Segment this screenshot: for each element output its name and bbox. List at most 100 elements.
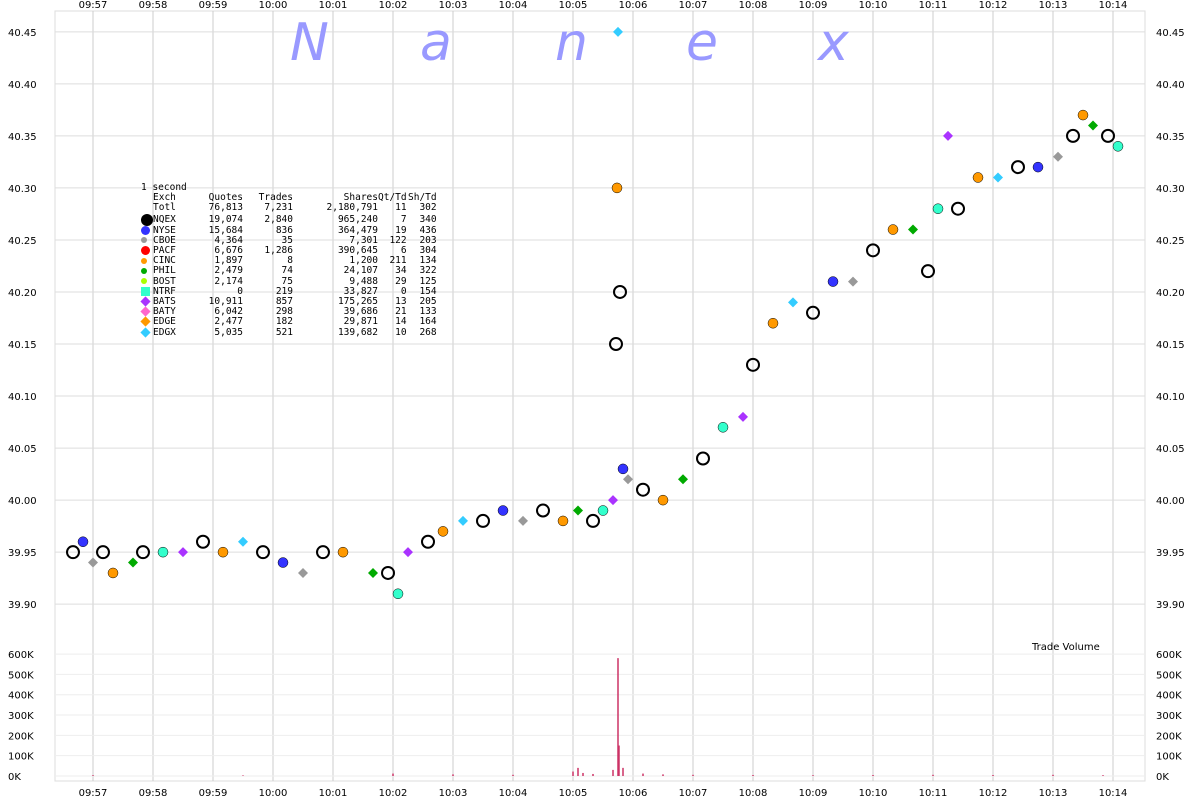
legend-cell-exch: PHIL	[153, 265, 176, 277]
legend-cell-exch: CINC	[153, 255, 176, 267]
price-point	[1112, 141, 1124, 152]
price-point	[458, 515, 468, 526]
price-tick-label: 40.30	[1156, 184, 1185, 195]
legend-row: CBOE 4,364 35 7,301 122 203	[141, 234, 437, 246]
legend-header: Exch	[153, 192, 176, 204]
price-point	[613, 26, 623, 37]
legend-cell-qt-td: 11	[395, 202, 407, 214]
legend-header: Sh/Td	[408, 192, 437, 204]
price-point	[256, 545, 270, 560]
legend-cell-shares: 1,200	[349, 255, 378, 267]
legend-row: Totl 76,813 7,231 2,180,791 11 302	[141, 203, 437, 213]
price-tick-label: 40.35	[1156, 132, 1185, 143]
x-tick-label: 10:13	[1039, 788, 1068, 799]
x-tick-label: 10:14	[1099, 788, 1128, 799]
grid	[55, 11, 1145, 781]
legend-row: BATY 6,042 298 39,686 21 133	[140, 306, 437, 318]
price-point	[196, 534, 210, 549]
x-tick-label: 10:09	[799, 0, 828, 11]
price-point	[573, 505, 583, 516]
price-point	[536, 503, 550, 518]
price-point	[1066, 128, 1080, 143]
legend-cell-shares: 364,479	[337, 224, 378, 236]
price-point	[597, 505, 609, 516]
legend-cell-exch: EDGE	[153, 316, 176, 328]
price-point	[623, 474, 633, 485]
legend-cell-qt-td: 6	[400, 245, 407, 257]
price-point	[609, 337, 623, 352]
circle-icon	[141, 278, 147, 285]
diamond-icon	[140, 327, 151, 338]
legend-cell-shares: 24,107	[343, 265, 378, 277]
price-point	[277, 557, 289, 568]
price-point	[518, 515, 528, 526]
volume-tick-label: 300K	[1156, 711, 1182, 722]
legend-cell-exch: BOST	[153, 275, 176, 287]
volume-tick-label: 300K	[8, 711, 34, 722]
legend-cell-trades: 182	[275, 316, 293, 328]
price-tick-label: 40.40	[1156, 80, 1185, 91]
diamond-icon	[140, 316, 151, 328]
legend-cell-shares: 39,686	[343, 306, 378, 318]
price-point	[1011, 160, 1025, 175]
price-tick-label: 39.95	[1156, 548, 1185, 559]
x-tick-label: 10:03	[439, 0, 468, 11]
price-point	[1032, 161, 1044, 173]
legend-cell-qt-td: 13	[395, 296, 407, 308]
legend-cell-exch: Totl	[153, 202, 176, 214]
legend-table: Exch Quotes Trades Shares Qt/Td Sh/Td To…	[140, 192, 437, 338]
volume-tick-label: 0K	[1156, 772, 1169, 783]
price-point	[77, 536, 89, 547]
legend-cell-quotes: 1,897	[214, 255, 243, 267]
legend-header: Qt/Td	[378, 192, 407, 204]
price-tick-label: 40.05	[8, 444, 37, 455]
price-point	[738, 411, 748, 422]
legend-cell-sh-td: 205	[419, 296, 437, 308]
price-point	[972, 172, 984, 183]
legend-cell-quotes: 76,813	[208, 202, 243, 214]
x-tick-label: 10:05	[559, 0, 588, 11]
exchange-legend: 1 second Exch Quotes Trades Shares Qt/Td…	[140, 182, 437, 338]
price-point	[403, 547, 413, 558]
legend-cell-exch: BATY	[153, 306, 176, 318]
price-tick-label: 40.00	[1156, 496, 1185, 507]
legend-cell-trades: 74	[281, 265, 293, 277]
volume-tick-label: 500K	[8, 670, 34, 681]
price-point	[636, 482, 650, 497]
x-tick-label: 10:05	[559, 788, 588, 799]
price-point	[392, 588, 404, 600]
legend-rows: Totl 76,813 7,231 2,180,791 11 302 NQEX 19,074 2…	[140, 203, 437, 338]
legend-cell-sh-td: 203	[419, 234, 437, 246]
price-tick-label: 39.90	[1156, 600, 1185, 611]
price-point	[993, 172, 1003, 183]
watermark-letter: a	[420, 13, 452, 73]
price-point	[866, 243, 880, 258]
legend-cell-quotes: 4,364	[214, 234, 243, 246]
price-point	[613, 284, 627, 299]
legend-cell-shares: 33,827	[343, 285, 378, 297]
legend-row: PHIL 2,479 74 24,107 34 322	[141, 266, 437, 276]
legend-cell-quotes: 6,042	[214, 306, 243, 318]
price-tick-label: 40.10	[1156, 392, 1185, 403]
legend-cell-trades: 521	[275, 326, 293, 338]
legend-cell-quotes: 5,035	[214, 326, 243, 338]
price-point	[678, 474, 688, 485]
legend-cell-sh-td: 436	[419, 224, 437, 236]
price-tick-label: 40.45	[1156, 28, 1185, 39]
x-tick-label: 10:12	[979, 788, 1008, 799]
price-tick-label: 40.15	[8, 340, 37, 351]
legend-cell-shares: 29,871	[343, 316, 378, 328]
legend-cell-shares: 9,488	[349, 275, 378, 287]
price-tick-label: 40.20	[8, 288, 37, 299]
legend-interval: 1 second	[141, 182, 187, 193]
legend-cell-trades: 7,231	[264, 202, 293, 214]
legend-cell-sh-td: 304	[419, 245, 437, 257]
legend-cell-shares: 390,645	[337, 245, 378, 257]
legend-row: EDGE 2,477 182 29,871 14 164	[140, 316, 437, 328]
watermark-letter: e	[686, 13, 718, 73]
diamond-icon	[140, 306, 151, 317]
price-tick-label: 39.90	[8, 600, 37, 611]
volume-tick-label: 400K	[8, 691, 34, 702]
legend-cell-trades: 1,286	[264, 245, 293, 257]
